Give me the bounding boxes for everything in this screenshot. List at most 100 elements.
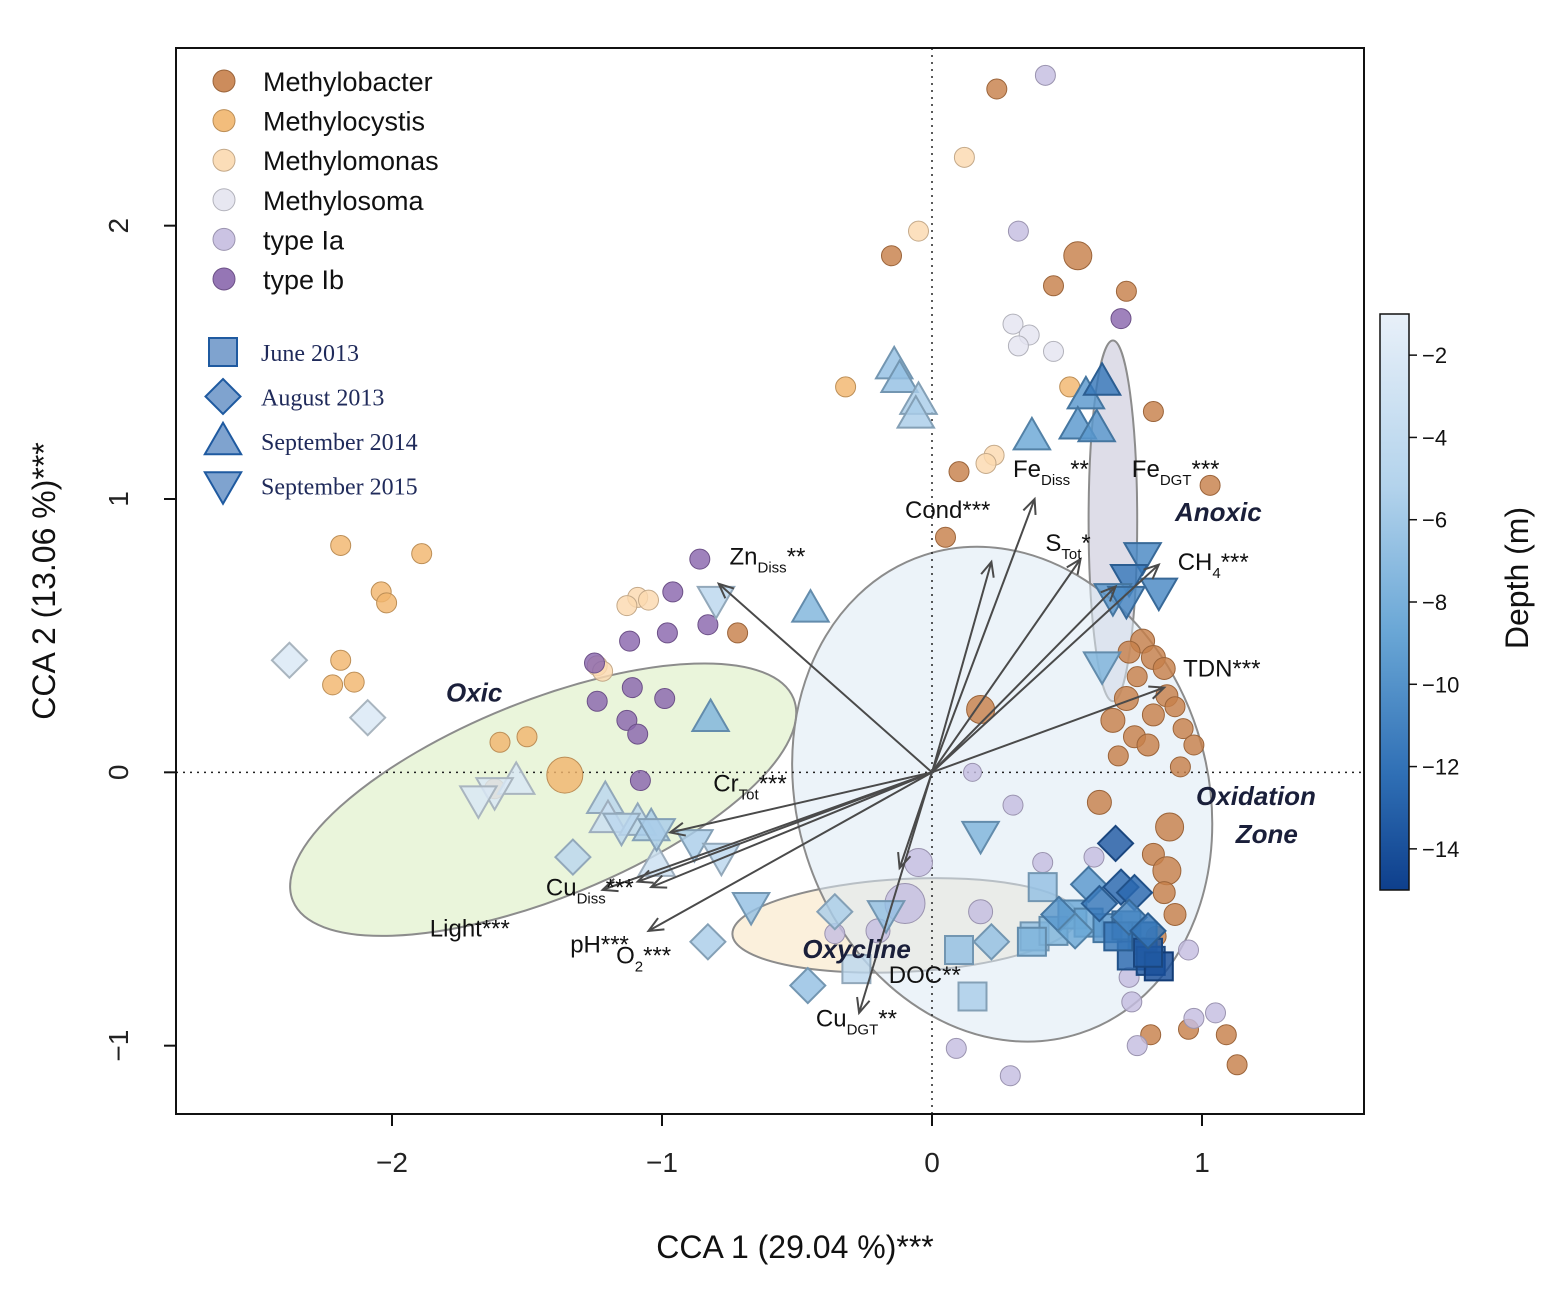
genus-point xyxy=(621,677,643,699)
vector-arrowhead xyxy=(646,917,665,933)
vector-label-sig: ** xyxy=(942,962,961,989)
sample-point-triangle-down xyxy=(731,891,772,927)
genus-point xyxy=(1043,275,1064,297)
legend-genus-marker xyxy=(212,69,236,93)
vector-arrow xyxy=(931,498,1036,773)
genus-point xyxy=(1226,1054,1248,1076)
vector-label-main: TDN xyxy=(1183,656,1232,683)
vector-arrowhead xyxy=(1148,685,1167,700)
sample-point-triangle-down xyxy=(1109,563,1150,599)
genus-point xyxy=(963,762,982,782)
genus-point xyxy=(1086,789,1112,815)
vector-arrow xyxy=(931,563,1160,774)
sample-point-square xyxy=(1016,926,1047,957)
sample-point-diamond xyxy=(1056,911,1095,950)
genus-point xyxy=(689,548,711,570)
genus-point xyxy=(1183,734,1205,756)
genus-point xyxy=(1183,1007,1205,1029)
sample-point-diamond xyxy=(1129,911,1167,950)
genus-point xyxy=(1002,313,1024,335)
genus-point xyxy=(945,1037,967,1059)
genus-point xyxy=(1126,666,1148,688)
vector-arrowhead xyxy=(1066,557,1082,576)
vector-label-sig: ** xyxy=(1070,456,1089,483)
plot-frame xyxy=(175,47,1365,1115)
y-axis-label: CCA 2 (13.06 %)*** xyxy=(26,442,62,719)
vector-label: FeDiss** xyxy=(1013,456,1089,489)
colorbar-tick-label: −12 xyxy=(1422,755,1459,780)
genus-point xyxy=(1007,220,1029,242)
genus-point xyxy=(1034,64,1056,86)
genus-point xyxy=(586,690,608,712)
genus-point xyxy=(1178,939,1199,961)
genus-point xyxy=(1199,474,1221,496)
vector-label: O2*** xyxy=(616,943,671,976)
colorbar-tick-label: −2 xyxy=(1422,343,1447,368)
y-tick-label: 2 xyxy=(103,218,134,234)
x-tick-label: −1 xyxy=(646,1147,678,1178)
genus-point xyxy=(656,622,678,644)
zone-labels: Oxic Oxycline Anoxic Oxidation Zone xyxy=(446,497,1316,964)
vector-label-sub: 4 xyxy=(1212,565,1220,582)
vector-label-main: Light xyxy=(430,915,482,942)
vector-arrow xyxy=(648,771,933,932)
genus-point xyxy=(1032,852,1054,874)
legend-campaign-marker xyxy=(208,337,238,367)
sample-point-diamond xyxy=(972,922,1011,961)
genus-point xyxy=(1107,745,1129,767)
genus-point xyxy=(584,652,605,674)
sample-point-square xyxy=(841,954,872,985)
vector-arrow xyxy=(669,771,933,834)
legend-genus-marker xyxy=(212,227,236,251)
genus-points xyxy=(322,64,1248,1087)
vector-label-sig: *** xyxy=(606,874,634,901)
sample-point-diamond xyxy=(270,641,309,680)
genus-point xyxy=(835,376,857,398)
environmental-vectors: FeDiss** FeDGT***Cond***STot*CH4***TDN***… xyxy=(430,456,1261,1038)
vector-arrow xyxy=(931,558,1082,773)
sample-point-diamond xyxy=(688,922,727,961)
genus-point xyxy=(1152,856,1182,886)
vector-arrowhead xyxy=(716,582,735,599)
zone-label-anoxic: Anoxic xyxy=(1174,497,1262,527)
sample-point-diamond xyxy=(1096,824,1135,863)
vector-arrow xyxy=(931,585,1117,774)
genus-point xyxy=(1043,340,1064,362)
genus-point xyxy=(616,595,638,617)
genus-point xyxy=(638,589,659,611)
sample-point-triangle-down xyxy=(636,818,677,853)
sample-point-triangle-down xyxy=(1122,542,1163,577)
sample-point-triangle-down xyxy=(1082,651,1123,686)
vector-label-sig: *** xyxy=(1191,456,1219,483)
vector-arrowhead xyxy=(897,851,912,871)
genus-point xyxy=(1142,401,1164,423)
legend-genus-label: Methylosoma xyxy=(263,186,425,216)
vector-label-main: Cu xyxy=(546,874,577,901)
vector-arrowhead xyxy=(648,874,668,889)
zone-label-line1: Oxidation xyxy=(1196,781,1316,811)
vector-label-main: DOC xyxy=(889,962,942,989)
x-tick-label: 1 xyxy=(1194,1147,1210,1178)
sample-point-triangle-up xyxy=(690,697,731,732)
genus-point xyxy=(935,526,956,548)
genus-point xyxy=(1164,696,1186,718)
vector-arrowhead xyxy=(980,559,995,578)
zone-ellipse-oxic xyxy=(289,662,798,937)
zone-label-line2: Zone xyxy=(1235,819,1298,849)
sample-point-triangle-up xyxy=(1082,361,1123,396)
vector-label: CuDiss*** xyxy=(546,874,634,907)
vector-arrowhead xyxy=(856,996,871,1016)
genus-point xyxy=(1205,1002,1226,1024)
legend-genus-marker xyxy=(212,267,236,291)
vector-arrow xyxy=(650,771,933,889)
vector-arrowhead xyxy=(1143,562,1161,580)
legend-genus-label: type Ib xyxy=(263,265,344,295)
genus-point xyxy=(330,649,352,671)
genus-point xyxy=(376,592,398,614)
legend-genus-label: Methylocystis xyxy=(263,107,425,137)
genus-point xyxy=(1141,703,1165,727)
legend-genus-label: Methylobacter xyxy=(263,67,433,97)
sample-point-diamond xyxy=(815,892,854,931)
sample-point-diamond xyxy=(1080,884,1119,923)
